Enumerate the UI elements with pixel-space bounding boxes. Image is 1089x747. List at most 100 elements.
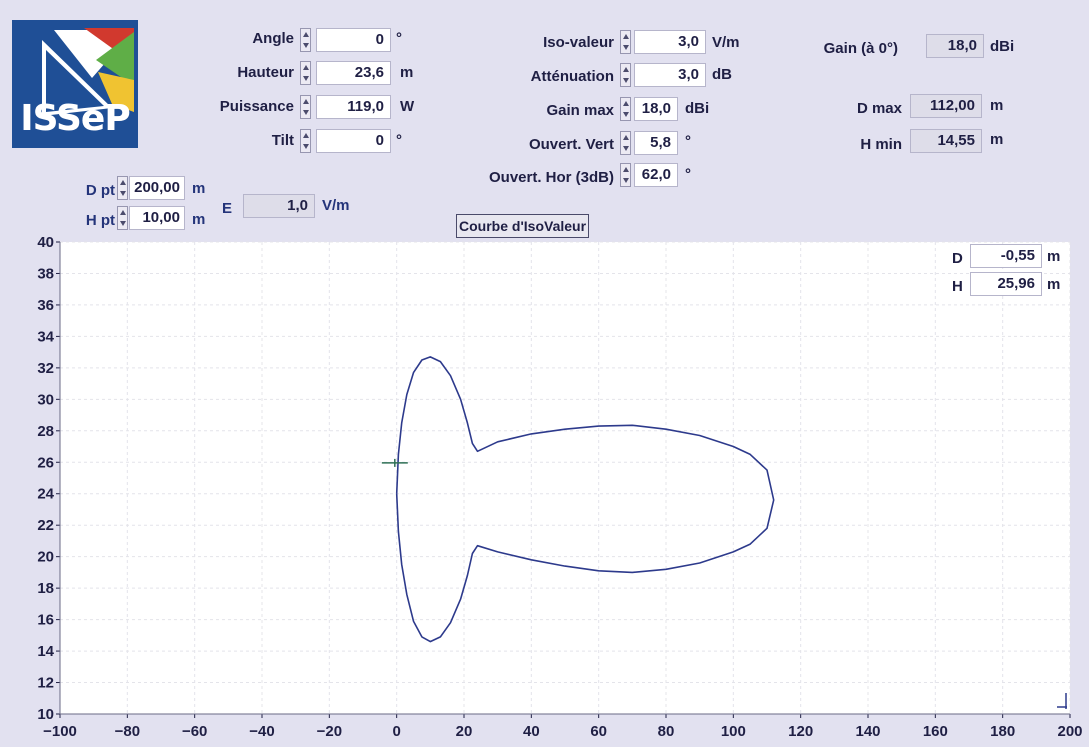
hpt-label: H pt [85, 212, 115, 229]
x-tick-label: −60 [182, 723, 207, 740]
y-tick-label: 22 [37, 517, 54, 534]
cursor-h-value: 25,96 [970, 272, 1042, 296]
cursor-h-unit: m [1047, 276, 1061, 293]
plot-area[interactable] [60, 242, 1070, 714]
dpt-input[interactable]: 200,00 [129, 176, 185, 200]
ouvert-hor-input[interactable]: 62,0 [634, 163, 678, 187]
y-tick-label: 24 [37, 486, 54, 503]
cursor-d-label: D [952, 250, 963, 267]
x-tick-label: 60 [590, 723, 607, 740]
gain-value: 18,0 [926, 34, 984, 58]
tick-labels: −100 −80 −60 −40 −20 0 20 40 60 80 100 120 140 160 180… [37, 236, 1082, 740]
y-tick-label: 14 [37, 643, 54, 660]
ouvert-hor-spinner[interactable] [620, 163, 631, 187]
puissance-spinner[interactable] [300, 95, 311, 119]
attenuation-label: Atténuation [530, 68, 614, 85]
cursor-crosshair [381, 458, 408, 467]
ouvert-hor-label: Ouvert. Hor (3dB) [488, 169, 614, 186]
e-unit: V/m [322, 197, 350, 214]
hpt-spinner[interactable] [117, 206, 128, 230]
x-tick-label: −80 [115, 723, 140, 740]
iso-valeur-input[interactable]: 3,0 [634, 30, 706, 54]
hmin-label: H min [860, 136, 902, 153]
hauteur-unit: m [400, 64, 414, 81]
tilt-spinner[interactable] [300, 129, 311, 153]
x-tick-label: −40 [249, 723, 274, 740]
tilt-label: Tilt [271, 132, 294, 149]
gain-unit: dBi [990, 38, 1015, 55]
x-tick-label: −20 [317, 723, 342, 740]
iso-valeur-spinner[interactable] [620, 30, 631, 54]
gain-max-spinner[interactable] [620, 97, 631, 121]
ouvert-hor-unit: ° [685, 166, 691, 183]
puissance-label: Puissance [219, 98, 294, 115]
y-tick-label: 18 [37, 580, 54, 597]
plot-grid [59, 241, 1071, 715]
y-tick-label: 16 [37, 612, 54, 629]
plot-axes [56, 241, 1071, 718]
e-value: 1,0 [243, 194, 315, 218]
attenuation-spinner[interactable] [620, 63, 631, 87]
cursor-d-unit: m [1047, 248, 1061, 265]
y-tick-label: 28 [37, 423, 54, 440]
y-tick-label: 34 [37, 328, 54, 345]
courbe-isovaleur-button[interactable]: Courbe d'IsoValeur [456, 214, 590, 238]
x-tick-label: −100 [43, 723, 77, 740]
isovaleur-curve [395, 356, 775, 643]
x-tick-label: 120 [788, 723, 813, 740]
y-tick-label: 40 [37, 236, 54, 251]
tilt-unit: ° [396, 132, 402, 149]
hauteur-spinner[interactable] [300, 61, 311, 85]
logo-text: ISSeP [20, 98, 130, 139]
attenuation-input[interactable]: 3,0 [634, 63, 706, 87]
x-tick-label: 180 [990, 723, 1015, 740]
x-tick-label: 140 [855, 723, 880, 740]
issep-logo: ISSeP [12, 20, 138, 148]
hmin-unit: m [990, 131, 1004, 148]
dmax-unit: m [990, 97, 1004, 114]
y-tick-label: 26 [37, 454, 54, 471]
dpt-spinner[interactable] [117, 176, 128, 200]
dmax-label: D max [856, 100, 902, 117]
y-tick-label: 30 [37, 391, 54, 408]
iso-valeur-label: Iso-valeur [543, 34, 614, 51]
ouvert-vert-label: Ouvert. Vert [528, 136, 614, 153]
hpt-input[interactable]: 10,00 [129, 206, 185, 230]
y-tick-label: 36 [37, 297, 54, 314]
angle-spinner[interactable] [300, 28, 311, 52]
puissance-input[interactable]: 119,0 [316, 95, 391, 119]
x-tick-label: 40 [523, 723, 540, 740]
hauteur-label: Hauteur [237, 64, 294, 81]
angle-input[interactable]: 0 [316, 28, 391, 52]
logo-graphic [12, 20, 138, 148]
angle-unit: ° [396, 30, 402, 47]
y-tick-label: 38 [37, 265, 54, 282]
x-tick-label: 80 [658, 723, 675, 740]
puissance-unit: W [400, 98, 415, 115]
ouvert-vert-spinner[interactable] [620, 131, 631, 155]
hpt-unit: m [192, 211, 206, 228]
isovaleur-chart[interactable]: −100 −80 −60 −40 −20 0 20 40 60 80 100 120 140 160 180… [0, 236, 1089, 747]
series-group [395, 356, 775, 643]
gain-max-input[interactable]: 18,0 [634, 97, 678, 121]
ouvert-vert-input[interactable]: 5,8 [634, 131, 678, 155]
e-label: E [222, 200, 233, 217]
tilt-input[interactable]: 0 [316, 129, 391, 153]
attenuation-unit: dB [712, 66, 732, 83]
dpt-unit: m [192, 180, 206, 197]
x-tick-label: 0 [392, 723, 400, 740]
y-tick-label: 12 [37, 675, 54, 692]
x-tick-label: 100 [721, 723, 746, 740]
hauteur-input[interactable]: 23,6 [316, 61, 391, 85]
cursor-d-value: -0,55 [970, 244, 1042, 268]
y-tick-label: 20 [37, 549, 54, 566]
y-tick-label: 10 [37, 706, 54, 723]
hmin-value: 14,55 [910, 129, 982, 153]
angle-label: Angle [252, 30, 294, 47]
corner-marker [1057, 693, 1067, 709]
ouvert-vert-unit: ° [685, 133, 691, 150]
y-tick-label: 32 [37, 360, 54, 377]
dpt-label: D pt [85, 182, 115, 199]
dmax-value: 112,00 [910, 94, 982, 118]
gain-max-label: Gain max [546, 102, 614, 119]
